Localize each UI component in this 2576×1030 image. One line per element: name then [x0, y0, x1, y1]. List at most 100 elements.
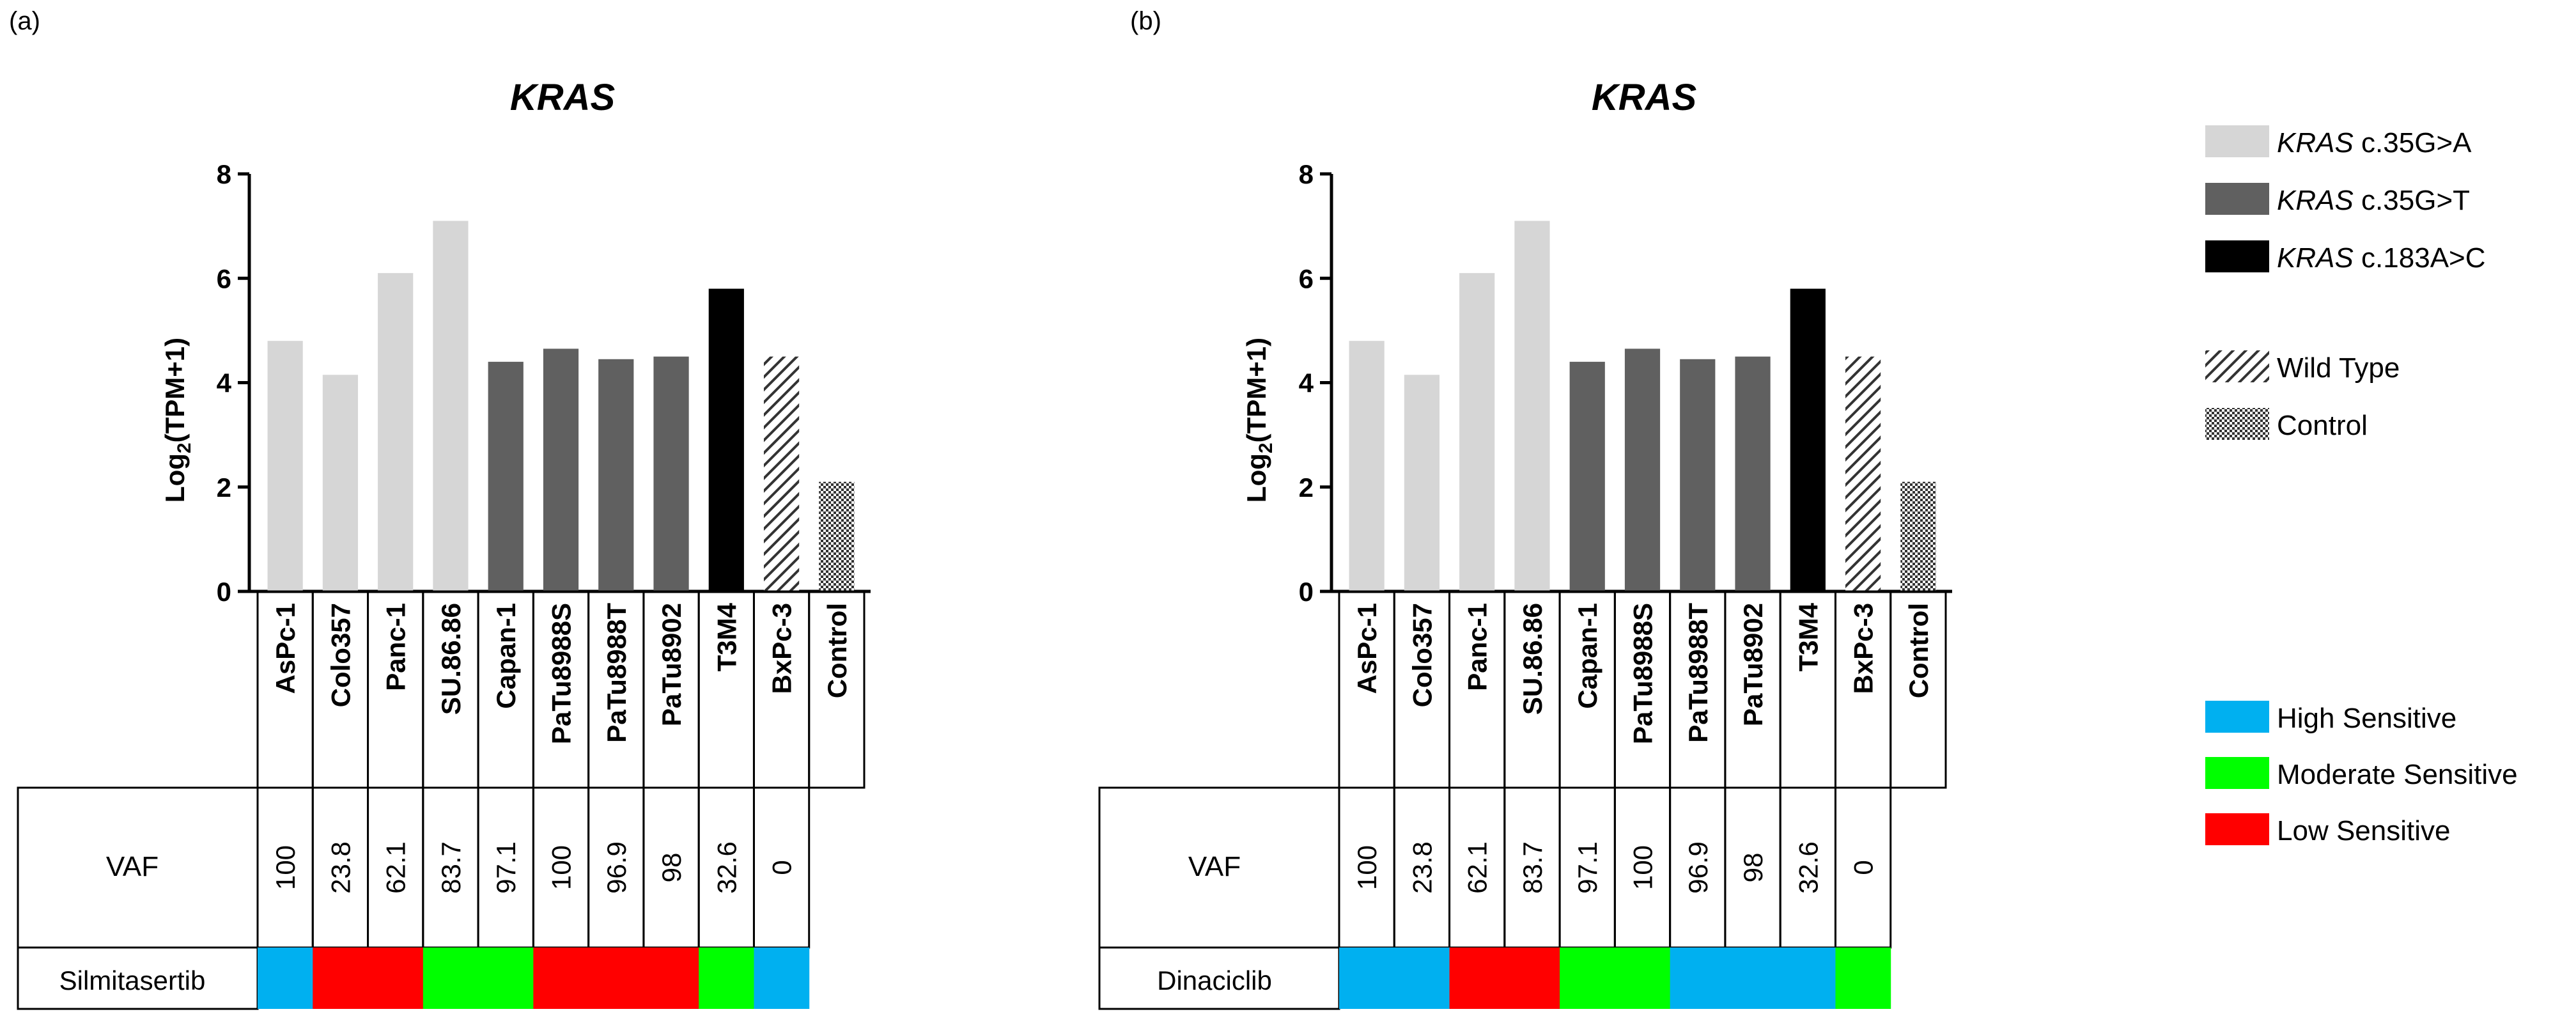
vaf-value-a-aspc-1: 100 — [270, 845, 300, 890]
y-axis-label-b: Log2(TPM+1) — [1241, 338, 1276, 503]
bar-b-su-86-86 — [1514, 221, 1550, 591]
category-label-b-colo357: Colo357 — [1407, 603, 1437, 707]
bar-b-panc-1 — [1459, 273, 1495, 591]
vaf-value-b-panc-1: 62.1 — [1463, 841, 1493, 894]
y-tick-label-b-0: 0 — [1299, 577, 1314, 607]
legend-label-high-sensitive: High Sensitive — [2277, 703, 2456, 734]
vaf-value-b-colo357: 23.8 — [1407, 841, 1437, 894]
category-label-b-control: Control — [1904, 603, 1934, 698]
bar-a-patu8988s — [543, 348, 579, 591]
y-tick-label-a-4: 4 — [217, 368, 232, 398]
legend-sensitivity: High Sensitive Moderate Sensitive Low Se… — [2205, 701, 2518, 847]
vaf-table-b: VAF 100 23.8 62.1 83.7 97.1 100 96.9 98 32.6 0 — [1098, 786, 1892, 949]
sensitivity-cell-b-aspc-1 — [1339, 948, 1395, 1009]
legend-swatch-c183ac — [2205, 240, 2269, 272]
bar-a-capan-1 — [488, 361, 524, 591]
legend-label-moderate-sensitive: Moderate Sensitive — [2277, 759, 2518, 790]
category-cell-a-control — [808, 590, 865, 789]
panel-label-a: (a) — [9, 7, 40, 35]
sensitivity-cell-a-aspc-1 — [258, 948, 313, 1009]
bar-b-colo357 — [1404, 375, 1440, 591]
sensitivity-cell-b-su-86-86 — [1504, 948, 1560, 1009]
vaf-value-a-panc-1: 62.1 — [381, 841, 411, 894]
y-tick-label-a-2: 2 — [217, 472, 231, 503]
y-tick-label-b-8: 8 — [1299, 159, 1314, 189]
y-tick-label-b-2: 2 — [1299, 472, 1314, 503]
vaf-value-a-patu8988t: 96.9 — [601, 841, 632, 894]
legend-swatch-low-sensitive — [2205, 813, 2269, 845]
category-label-b-t3m4: T3M4 — [1793, 602, 1823, 671]
y-tick-label-b-4: 4 — [1299, 368, 1314, 398]
category-table-b: AsPc-1 Colo357 Panc-1 SU.86.86 Capan-1 PaTu89… — [1338, 590, 1947, 789]
sensitivity-cell-a-patu8988s — [533, 948, 589, 1009]
legend-item-control: Control — [2205, 408, 2368, 441]
vaf-table-a: VAF 100 23.8 62.1 83.7 97.1 100 96.9 98 32.6 0 — [17, 786, 811, 949]
bar-b-patu8902 — [1735, 356, 1771, 591]
sensitivity-cell-a-patu8902 — [643, 948, 699, 1009]
vaf-label-b: VAF — [1188, 851, 1241, 882]
bar-b-capan-1 — [1569, 361, 1605, 591]
category-label-b-patu8902: PaTu8902 — [1738, 603, 1768, 726]
panel-a: (a) KRAS Log2(TPM+1) 0 2 4 6 8 AsPc-1 Colo357… — [9, 7, 871, 1010]
bar-a-colo357 — [322, 375, 359, 591]
panel-label-b: (b) — [1130, 7, 1161, 35]
bar-b-bxpc-3 — [1845, 356, 1881, 591]
vaf-value-a-t3m4: 32.6 — [711, 841, 741, 894]
legend-swatch-c35ga — [2205, 125, 2269, 157]
sensitivity-cell-a-su-86-86 — [423, 948, 479, 1009]
vaf-value-b-capan-1: 97.1 — [1572, 841, 1602, 894]
category-label-b-patu8988t: PaTu8988T — [1683, 603, 1713, 743]
bars-a — [267, 221, 855, 591]
legend-label-low-sensitive: Low Sensitive — [2277, 815, 2450, 847]
category-label-a-patu8988t: PaTu8988T — [601, 603, 632, 743]
bar-a-su-86-86 — [433, 221, 469, 591]
sensitivity-row-b: Dinaciclib — [1098, 946, 1891, 1010]
legend-label-control: Control — [2277, 410, 2368, 441]
vaf-value-a-bxpc-3: 0 — [767, 860, 797, 875]
y-tick-label-a-8: 8 — [217, 159, 231, 189]
legend-swatch-high-sensitive — [2205, 701, 2269, 733]
category-label-b-bxpc-3: BxPc-3 — [1849, 603, 1879, 694]
category-label-b-patu8988s: PaTu8988S — [1628, 603, 1658, 744]
sensitivity-cell-b-bxpc-3 — [1835, 948, 1891, 1009]
legend-mutations: KRAS c.35G>A KRAS c.35G>T KRAS c.183A>C … — [2205, 125, 2486, 441]
bar-a-bxpc-3 — [763, 356, 800, 591]
bar-b-aspc-1 — [1349, 341, 1385, 591]
bar-a-control — [819, 481, 855, 591]
sensitivity-cell-b-t3m4 — [1780, 948, 1836, 1009]
vaf-value-b-patu8988s: 100 — [1628, 845, 1658, 890]
panel-b: (b) KRAS Log2(TPM+1) 0 2 4 6 8 AsPc-1 Colo357… — [1098, 7, 1952, 1010]
vaf-value-a-patu8902: 98 — [656, 853, 687, 883]
sensitivity-cell-b-patu8902 — [1725, 948, 1781, 1009]
bar-b-patu8988t — [1680, 359, 1716, 591]
category-table-a: AsPc-1 Colo357 Panc-1 SU.86.86 Capan-1 PaTu89… — [256, 590, 865, 789]
legend-swatch-moderate-sensitive — [2205, 757, 2269, 789]
category-label-a-aspc-1: AsPc-1 — [270, 603, 300, 694]
sensitivity-cell-b-patu8988t — [1670, 948, 1726, 1009]
sensitivity-cell-a-t3m4 — [699, 948, 754, 1009]
category-label-a-capan-1: Capan-1 — [491, 603, 521, 709]
legend-item-c35ga: KRAS c.35G>A — [2205, 125, 2472, 159]
legend-label-c35ga: KRAS c.35G>A — [2277, 127, 2472, 159]
vaf-value-b-patu8988t: 96.9 — [1683, 841, 1713, 894]
category-label-a-bxpc-3: BxPc-3 — [767, 603, 797, 694]
bars-b — [1349, 221, 1936, 591]
sensitivity-cell-b-colo357 — [1394, 948, 1450, 1009]
category-label-a-su-86-86: SU.86.86 — [436, 603, 466, 715]
bar-b-patu8988s — [1624, 348, 1661, 591]
bar-a-panc-1 — [378, 273, 414, 591]
category-label-b-capan-1: Capan-1 — [1572, 603, 1602, 709]
y-tick-label-a-6: 6 — [217, 263, 231, 293]
vaf-value-a-colo357: 23.8 — [325, 841, 355, 894]
chart-title-b: KRAS — [1592, 77, 1697, 118]
category-label-a-control: Control — [822, 603, 852, 698]
bar-b-control — [1900, 481, 1936, 591]
vaf-value-b-t3m4: 32.6 — [1793, 841, 1823, 894]
legend-label-c35gt: KRAS c.35G>T — [2277, 185, 2470, 216]
drug-label-silmitasertib: Silmitasertib — [59, 965, 206, 995]
category-label-b-su-86-86: SU.86.86 — [1517, 603, 1548, 715]
category-label-a-patu8902: PaTu8902 — [656, 603, 687, 726]
bar-a-patu8988t — [598, 359, 634, 591]
category-label-a-colo357: Colo357 — [325, 603, 355, 707]
